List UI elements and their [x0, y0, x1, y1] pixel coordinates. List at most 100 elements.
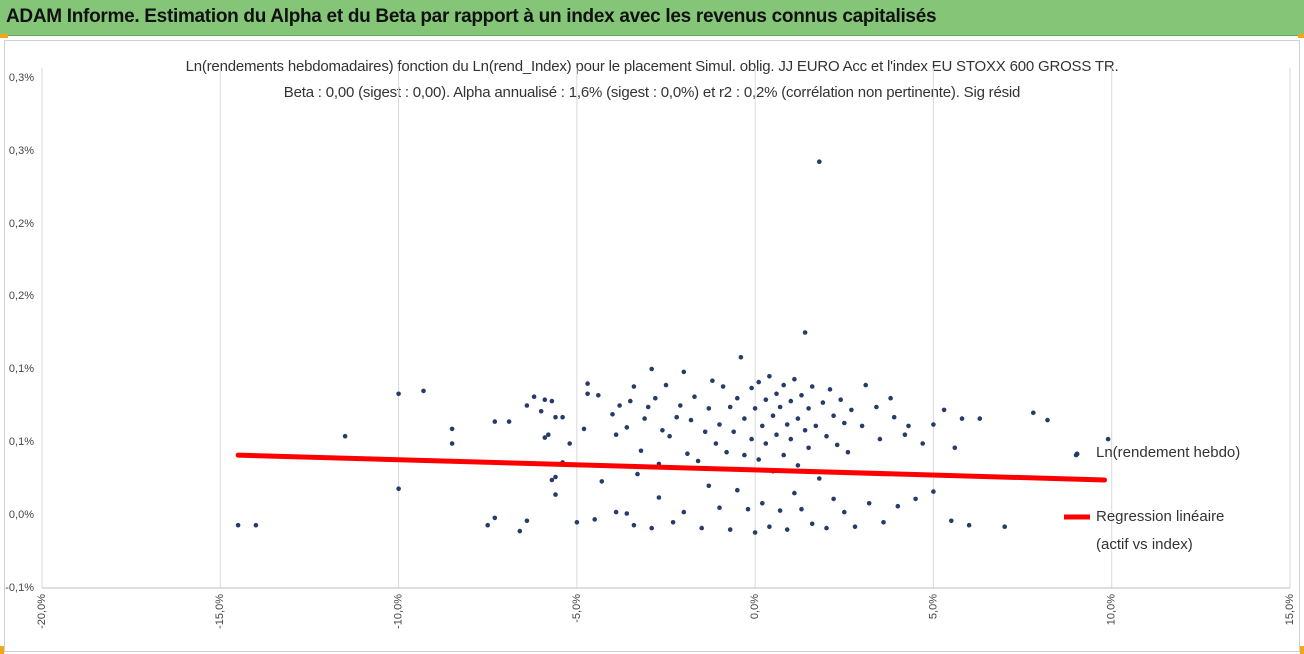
data-point	[596, 393, 601, 398]
legend-scatter-marker	[1074, 451, 1080, 457]
x-tick-label: -10,0%	[392, 594, 404, 629]
data-point	[710, 378, 715, 384]
chart-frame	[4, 40, 1300, 652]
data-point	[713, 441, 719, 446]
data-point	[852, 524, 858, 529]
data-point	[560, 414, 565, 420]
data-point	[542, 435, 548, 440]
data-point	[795, 463, 801, 468]
data-point	[485, 522, 491, 528]
top-right-corner-mark	[1298, 34, 1304, 38]
data-point	[506, 419, 512, 424]
data-point	[538, 409, 544, 414]
data-point	[859, 423, 865, 429]
data-point	[792, 376, 797, 382]
data-point	[863, 382, 868, 388]
y-tick-label: 0,2%	[9, 218, 34, 230]
data-point	[742, 452, 747, 458]
data-point	[553, 414, 558, 420]
data-point	[1002, 524, 1007, 529]
data-point	[624, 425, 630, 430]
data-point	[770, 413, 776, 419]
data-point	[674, 414, 679, 420]
data-point	[660, 428, 665, 433]
data-point	[649, 525, 654, 531]
data-point	[706, 406, 712, 411]
data-point	[941, 407, 947, 413]
data-point	[756, 379, 761, 385]
data-point	[752, 406, 758, 411]
data-point	[959, 416, 965, 421]
data-point	[949, 518, 954, 524]
data-point	[492, 515, 498, 521]
data-point	[631, 384, 637, 389]
data-point	[763, 441, 769, 446]
x-tick-label: 10,0%	[1106, 594, 1118, 625]
data-point	[774, 391, 779, 397]
data-point	[396, 486, 401, 492]
data-point	[656, 495, 662, 500]
regression-line	[235, 452, 1108, 483]
data-point	[817, 476, 822, 481]
data-point	[688, 417, 694, 423]
data-point	[749, 436, 754, 442]
data-point	[784, 422, 790, 427]
data-point	[706, 483, 712, 489]
header-bar: ADAM Informe. Estimation du Alpha et du …	[0, 0, 1304, 36]
y-tick-label: 0,0%	[9, 509, 34, 521]
data-point	[806, 445, 811, 451]
data-point	[492, 419, 498, 424]
y-tick-label: 0,3%	[9, 72, 34, 84]
data-point	[342, 433, 348, 439]
data-point	[717, 422, 722, 427]
data-point	[831, 496, 836, 502]
data-point	[667, 433, 672, 439]
data-point	[788, 436, 794, 442]
data-point	[724, 449, 729, 455]
data-point	[827, 387, 833, 392]
data-point	[813, 423, 819, 429]
data-point	[617, 403, 622, 408]
x-tick-label: 5,0%	[927, 594, 939, 619]
data-point	[788, 398, 794, 404]
data-point	[449, 426, 455, 432]
data-point	[681, 369, 687, 375]
data-point	[838, 397, 843, 403]
data-point	[1045, 417, 1050, 423]
data-point	[610, 412, 615, 417]
data-point	[735, 487, 740, 493]
data-point	[952, 445, 958, 451]
data-point	[895, 503, 901, 509]
data-point	[681, 509, 687, 515]
data-point	[517, 528, 523, 534]
data-point	[767, 374, 772, 379]
x-tick-label: 0,0%	[749, 594, 761, 619]
data-point	[720, 384, 726, 389]
data-point	[581, 426, 587, 432]
data-point	[1105, 436, 1111, 442]
data-point	[613, 432, 619, 438]
data-point	[599, 479, 605, 484]
data-point	[913, 496, 918, 502]
data-point	[777, 508, 783, 513]
data-point	[638, 448, 644, 454]
data-point	[842, 420, 847, 426]
data-point	[727, 404, 733, 410]
data-point	[902, 432, 908, 438]
data-point	[881, 520, 886, 525]
data-point	[1031, 410, 1036, 416]
data-point	[574, 520, 580, 525]
x-tick-label: -20,0%	[36, 594, 48, 629]
data-point	[866, 501, 872, 506]
y-tick-label: 0,1%	[9, 436, 34, 448]
data-point	[253, 522, 259, 528]
data-point	[549, 477, 555, 483]
data-point	[738, 355, 744, 360]
data-point	[678, 403, 683, 408]
data-point	[842, 509, 847, 515]
data-point	[553, 492, 558, 497]
bottom-right-corner-mark	[1300, 646, 1304, 654]
data-point	[670, 520, 676, 525]
data-point	[745, 506, 751, 512]
